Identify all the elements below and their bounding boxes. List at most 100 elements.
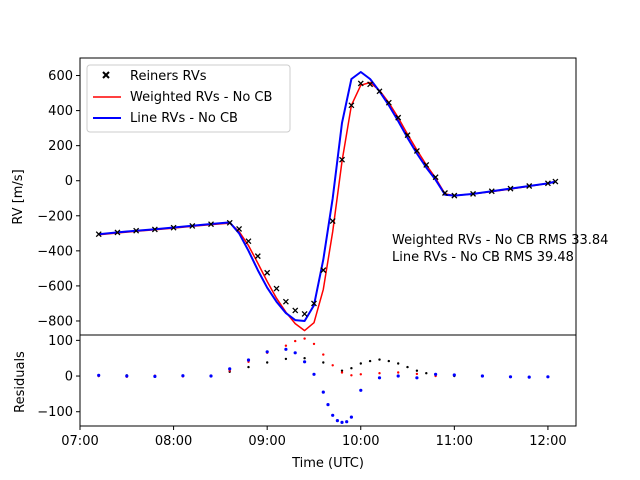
residual-point-weighted — [415, 372, 419, 376]
reiners-rv-point — [236, 225, 243, 232]
reiners-rv-point — [395, 114, 402, 121]
residual-point-line — [125, 374, 129, 378]
reiners-rv-point — [320, 267, 327, 274]
residual-point-line — [452, 373, 456, 377]
x-marker-stroke — [442, 190, 448, 196]
reiners-rv-point — [507, 185, 514, 192]
residual-point-line — [434, 372, 438, 376]
residual-point-weighted — [294, 339, 297, 343]
reiners-rv-point — [367, 81, 374, 88]
x-axis-label: Time (UTC) — [291, 456, 364, 471]
reiners-rv-point — [385, 99, 392, 106]
series-line-line-rvs — [98, 71, 556, 322]
residuals-y-tick-label: −100 — [37, 405, 73, 420]
x-tick-label: 09:00 — [248, 434, 285, 449]
x-marker-stroke — [264, 269, 271, 276]
reiners-rv-point — [133, 227, 140, 234]
reiners-rv-point — [226, 219, 233, 226]
residual-point-reiners — [387, 359, 390, 363]
reiners-rv-point — [432, 174, 439, 181]
x-marker-stroke — [282, 298, 289, 305]
residual-point-reiners — [425, 372, 428, 375]
residual-point-line — [508, 375, 513, 379]
reiners-rv-point — [208, 221, 214, 228]
reiners-rv-point — [357, 80, 364, 87]
reiners-rv-point — [376, 88, 383, 95]
residuals-panel-frame — [79, 334, 577, 427]
main-y-axis-label: RV [m/s] — [11, 169, 26, 224]
main-y-tick-label: 400 — [48, 104, 73, 119]
x-marker-stroke — [348, 102, 355, 109]
reiners-rv-point — [552, 178, 559, 185]
residual-point-reiners — [340, 369, 344, 372]
residual-point-line — [228, 367, 232, 371]
residual-point-reiners — [266, 361, 269, 364]
residual-point-line — [335, 419, 339, 423]
x-marker-stroke — [301, 311, 308, 317]
residuals-plot-area — [97, 337, 550, 424]
x-marker-stroke — [367, 81, 374, 88]
reiners-rv-point — [442, 190, 448, 196]
legend: Reiners RVs Weighted RVs - No CB Line RV… — [86, 64, 291, 133]
x-marker-stroke — [451, 192, 458, 199]
x-tick-label: 10:00 — [342, 434, 379, 449]
legend-label-line-rvs: Line RVs - No CB — [130, 111, 238, 126]
residual-point-weighted — [350, 374, 353, 377]
reiners-rv-point — [292, 307, 299, 314]
x-marker-stroke — [552, 178, 559, 185]
reiners-rv-point — [423, 161, 430, 168]
residual-point-line — [303, 360, 307, 364]
residual-point-reiners — [247, 365, 250, 369]
x-marker-stroke — [245, 238, 252, 245]
reiners-rv-point — [413, 147, 420, 154]
residual-point-reiners — [322, 361, 325, 364]
reiners-rv-point — [114, 229, 121, 236]
residual-point-reiners — [406, 365, 409, 369]
x-marker-stroke — [376, 88, 383, 95]
residual-point-line — [97, 373, 101, 377]
reiners-rv-point — [282, 298, 289, 305]
reiners-rv-point — [245, 238, 252, 245]
x-marker-stroke — [273, 285, 280, 292]
residual-point-line — [312, 372, 316, 376]
residual-point-line — [321, 390, 325, 394]
main-y-tick-label: −200 — [37, 209, 73, 224]
residual-point-line — [331, 413, 335, 417]
legend-label-reiners: Reiners RVs — [130, 69, 207, 84]
reiners-rv-point — [301, 311, 308, 317]
residual-point-line — [246, 358, 251, 362]
residual-point-line — [359, 388, 363, 392]
residual-point-line — [209, 374, 213, 378]
reiners-rv-point — [329, 218, 336, 225]
x-marker-stroke — [404, 132, 411, 139]
residual-point-line — [396, 374, 400, 378]
legend-box — [86, 64, 291, 133]
x-marker-stroke — [236, 225, 243, 232]
x-marker-stroke — [151, 226, 158, 233]
residual-point-line — [284, 347, 288, 351]
reiners-rv-point — [348, 102, 355, 109]
x-marker-stroke — [320, 267, 327, 274]
reiners-rv-point — [311, 300, 317, 307]
residual-point-line — [349, 415, 353, 419]
reiners-rv-point — [470, 190, 477, 197]
x-tick-label: 12:00 — [529, 434, 566, 449]
main-y-tick-label: −400 — [37, 244, 73, 259]
x-marker-stroke — [488, 188, 495, 195]
residual-point-line — [527, 375, 531, 379]
residual-point-line — [326, 403, 330, 407]
residual-point-weighted — [322, 353, 325, 356]
x-marker-stroke — [311, 300, 317, 307]
residual-point-line — [181, 374, 185, 378]
main-y-tick-label: −800 — [37, 314, 73, 329]
x-tick-label: 08:00 — [155, 434, 192, 449]
residual-point-reiners — [368, 359, 372, 363]
reiners-rv-point — [339, 156, 345, 163]
residual-point-reiners — [350, 367, 353, 370]
reiners-rv-point — [526, 183, 533, 189]
main-panel: 600 400 200 0 −200 −400 −600 −800 RV [m/s] Rein… — [11, 57, 608, 336]
residual-point-line — [153, 374, 157, 378]
x-marker-stroke — [254, 253, 261, 260]
reiners-rv-point — [254, 253, 261, 260]
